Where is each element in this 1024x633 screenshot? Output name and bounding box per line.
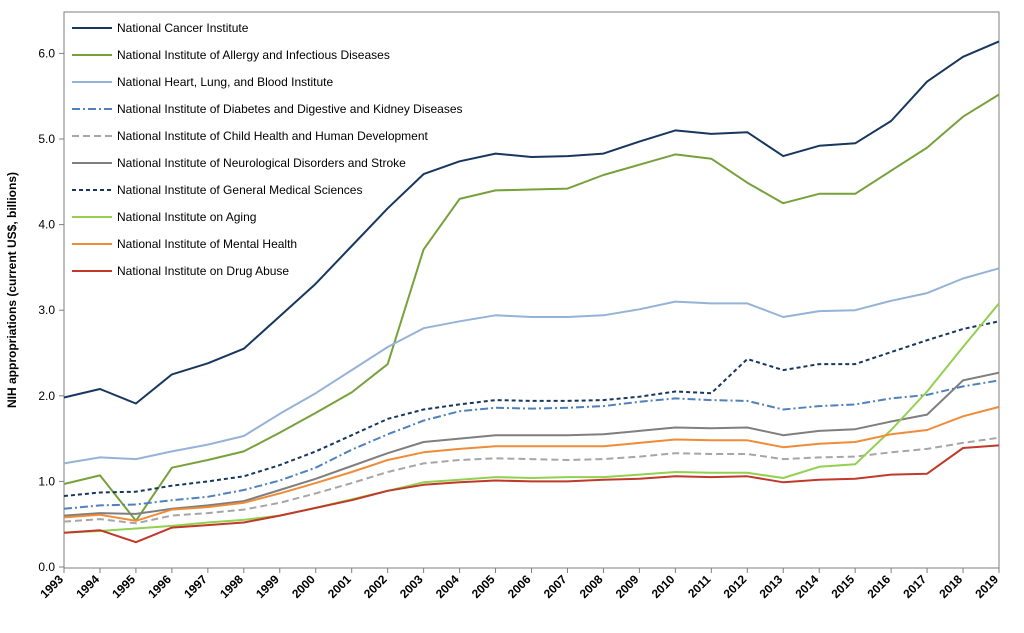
x-axis: 1993 1994 1995 1996 1997 1998 1999 2000 2001 2002… (37, 568, 1001, 601)
y-axis: 0.0 1.0 2.0 3.0 4.0 5.0 6.0 (38, 46, 64, 574)
y-tick-label: 3.0 (38, 303, 55, 317)
x-tick-label: 2000 (289, 572, 318, 601)
legend-label: National Institute on Drug Abuse (117, 264, 289, 278)
legend-label: National Institute of Diabetes and Diges… (117, 102, 463, 116)
series-lines (63, 40, 1000, 544)
y-axis-title: NIH appropriations (current US$, billion… (5, 172, 19, 408)
x-tick-label: 2014 (793, 572, 822, 601)
x-tick-label: 2007 (541, 572, 570, 601)
series-line-6 (63, 371, 1000, 517)
y-tick-label: 0.0 (38, 560, 55, 574)
x-tick-label: 2019 (972, 572, 1001, 601)
x-tick-label: 1994 (73, 572, 102, 601)
x-tick-label: 2009 (613, 572, 642, 601)
series-line-10 (63, 444, 1000, 544)
series-line-1 (63, 40, 1000, 405)
legend-label: National Institute of Mental Health (117, 237, 297, 251)
x-tick-label: 1995 (109, 572, 138, 601)
legend-label: National Institute of General Medical Sc… (117, 183, 362, 197)
x-tick-label: 2005 (469, 572, 498, 601)
series-line-4 (63, 379, 1000, 510)
series-line-5 (63, 436, 1000, 525)
legend-label: National Institute of Child Health and H… (117, 129, 429, 143)
series-line-7 (63, 320, 1000, 497)
y-tick-label: 5.0 (38, 132, 55, 146)
x-tick-label: 2006 (505, 572, 534, 601)
x-tick-label: 2011 (685, 572, 714, 601)
x-tick-label: 2018 (936, 572, 965, 601)
x-tick-label: 1996 (145, 572, 174, 601)
series-line-8 (63, 302, 1000, 534)
legend-label: National Institute of Allergy and Infect… (117, 48, 390, 62)
x-tick-label: 2003 (397, 572, 426, 601)
series-line-2 (63, 93, 1000, 522)
x-tick-label: 2010 (649, 572, 678, 601)
x-tick-label: 1998 (217, 572, 246, 601)
legend-label: National Cancer Institute (117, 21, 249, 35)
x-tick-label: 2012 (721, 572, 750, 601)
legend-label: National Heart, Lung, and Blood Institut… (117, 75, 333, 89)
x-tick-label: 1997 (181, 572, 210, 601)
legend-label: National Institute of Neurological Disor… (117, 156, 406, 170)
y-tick-label: 2.0 (38, 389, 55, 403)
y-tick-label: 6.0 (38, 46, 55, 60)
plot-area (63, 11, 1000, 569)
x-tick-label: 2004 (433, 572, 462, 601)
x-tick-label: 2002 (361, 572, 390, 601)
series-line-9 (63, 405, 1000, 522)
x-tick-label: 2001 (325, 572, 354, 601)
x-tick-label: 2016 (864, 572, 893, 601)
x-tick-label: 2017 (900, 572, 929, 601)
x-tick-label: 1993 (37, 572, 66, 601)
legend: National Cancer Institute National Instit… (72, 21, 463, 278)
y-tick-label: 4.0 (38, 218, 55, 232)
series-line-3 (63, 267, 1000, 465)
x-tick-label: 2008 (577, 572, 606, 601)
x-tick-label: 2015 (828, 572, 857, 601)
x-tick-label: 1999 (253, 572, 282, 601)
y-tick-label: 1.0 (38, 474, 55, 488)
legend-label: National Institute on Aging (117, 210, 256, 224)
x-tick-label: 2013 (757, 572, 786, 601)
